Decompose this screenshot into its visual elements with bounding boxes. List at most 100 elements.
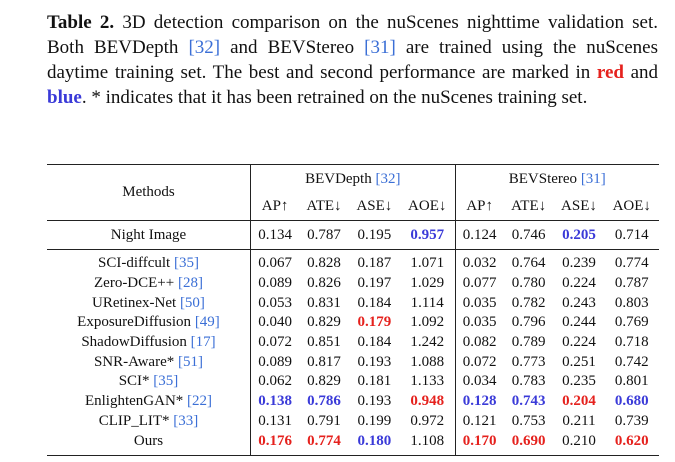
value-cell: 0.782 [504, 293, 554, 313]
method-cell: SNR-Aware* [51] [47, 352, 250, 372]
value: 1.071 [410, 255, 445, 272]
value: 0.040 [258, 314, 292, 331]
value-cell: 0.224 [554, 333, 605, 353]
caption-segment: Table 2. [47, 12, 115, 33]
data-row: SCI-diffcult [35] 0.067 0.828 0.187 1.071 0.0… [47, 249, 659, 274]
value: 0.817 [307, 353, 341, 370]
value: 0.791 [307, 412, 341, 429]
value-cell: 0.828 [299, 250, 349, 274]
header-row: AP↑ ATE↓ ASE↓ AOE↓ AP↑ ATE↓ ASE↓ AOE↓ [47, 193, 659, 221]
value-cell: 0.032 [454, 249, 504, 274]
value: 0.235 [562, 373, 596, 390]
value-cell: 0.034 [454, 372, 504, 392]
caption-segment: [31] [364, 37, 396, 58]
value: 0.972 [410, 412, 445, 429]
value: 0.753 [511, 412, 546, 429]
value: 0.124 [462, 226, 497, 243]
value-cell: 1.071 [400, 250, 455, 274]
caption-segment: are trained using the nuScenes daytime t… [47, 37, 658, 83]
citation: [22] [187, 393, 213, 410]
data-row: Night Image 0.134 0.787 0.195 0.957 0.124 0.74… [47, 220, 659, 250]
value-cell: 0.197 [349, 274, 400, 294]
value-cell: 0.211 [554, 412, 605, 432]
value-cell: 0.195 [348, 220, 400, 250]
citation: [33] [173, 412, 199, 429]
method-cell: Night Image [47, 220, 251, 250]
method-name: Night Image [110, 226, 187, 243]
results-table: Methods BEVDepth [32] BEVStereo [31] AP↑ ATE… [47, 164, 659, 456]
method-name: SNR-Aware* [93, 353, 175, 370]
value: 0.205 [562, 226, 596, 243]
value-cell: 0.181 [349, 372, 400, 392]
value-cell: 0.690 [504, 431, 554, 455]
value: 0.786 [307, 393, 341, 410]
value: 0.829 [307, 373, 341, 390]
caption-segment: [32] [188, 37, 221, 58]
method-cell: ExposureDiffusion [49] [47, 313, 250, 333]
value: 0.180 [357, 432, 392, 449]
data-row: EnlightenGAN* [22] 0.138 0.786 0.193 0.948 0.… [47, 391, 659, 412]
value-cell: 0.089 [249, 273, 300, 294]
column-header: ATE↓ [299, 193, 349, 221]
value-cell: 0.239 [554, 250, 605, 274]
value-cell: 0.803 [604, 293, 659, 313]
value-cell: 0.131 [249, 411, 300, 432]
value-cell: 0.072 [249, 332, 300, 353]
value-cell: 0.067 [249, 249, 300, 274]
citation: [32] [375, 170, 401, 187]
value: 0.179 [357, 314, 392, 331]
data-row: ShadowDiffusion [17] 0.072 0.851 0.184 1.242… [47, 332, 659, 353]
value-cell: 0.769 [604, 313, 659, 333]
value-cell: 0.786 [299, 392, 349, 412]
group-name: BEVStereo [508, 170, 578, 187]
value: 0.243 [562, 294, 596, 311]
value-cell: 0.826 [299, 274, 349, 294]
value: 0.783 [511, 373, 546, 390]
value-cell: 1.133 [400, 372, 455, 392]
value-cell: 0.062 [249, 372, 300, 392]
value-cell: 0.948 [400, 392, 455, 412]
value-cell: 0.199 [349, 412, 400, 432]
value: 1.242 [410, 334, 445, 351]
value-cell: 0.204 [554, 392, 605, 412]
value-cell: 0.205 [553, 220, 605, 250]
data-row: ExposureDiffusion [49] 0.040 0.829 0.179 1.0… [47, 313, 659, 333]
value-cell: 0.082 [454, 332, 504, 353]
value: 0.620 [614, 432, 649, 449]
method-cell: Ours [47, 431, 250, 455]
method-name: URetinex-Net [92, 294, 177, 311]
value-cell: 1.088 [400, 352, 455, 372]
value: 0.739 [614, 412, 649, 429]
value: 0.210 [562, 432, 596, 449]
value-cell: 0.224 [554, 274, 605, 294]
value: 0.957 [410, 226, 445, 243]
value: 0.034 [462, 373, 497, 390]
value-cell: 0.714 [604, 220, 659, 250]
value: 1.029 [410, 275, 445, 292]
value: 0.053 [258, 294, 292, 311]
value: 1.088 [410, 353, 445, 370]
value: 0.224 [562, 275, 596, 292]
method-name: Ours [133, 432, 164, 449]
method-cell: ShadowDiffusion [17] [47, 333, 250, 353]
citation: [35] [173, 255, 199, 272]
value-cell: 0.680 [604, 392, 659, 412]
value: 0.089 [258, 353, 292, 370]
value-cell: 0.787 [299, 220, 349, 250]
value: 0.072 [462, 353, 497, 370]
value: 0.067 [258, 255, 292, 272]
value-cell: 1.108 [400, 431, 455, 455]
value-cell: 0.210 [554, 431, 605, 455]
value: 0.170 [462, 432, 497, 449]
value-cell: 0.193 [349, 352, 400, 372]
value-cell: 0.170 [454, 431, 504, 456]
value: 0.244 [562, 314, 596, 331]
value-cell: 0.184 [349, 293, 400, 313]
value: 0.089 [258, 275, 292, 292]
value: 0.128 [462, 393, 497, 410]
value-cell: 0.035 [454, 293, 504, 314]
citation: [51] [178, 353, 203, 370]
value-cell: 0.801 [604, 372, 659, 392]
value-cell: 0.187 [349, 250, 400, 274]
caption-segment: 3D detection comparison on the nuScenes … [47, 12, 658, 58]
